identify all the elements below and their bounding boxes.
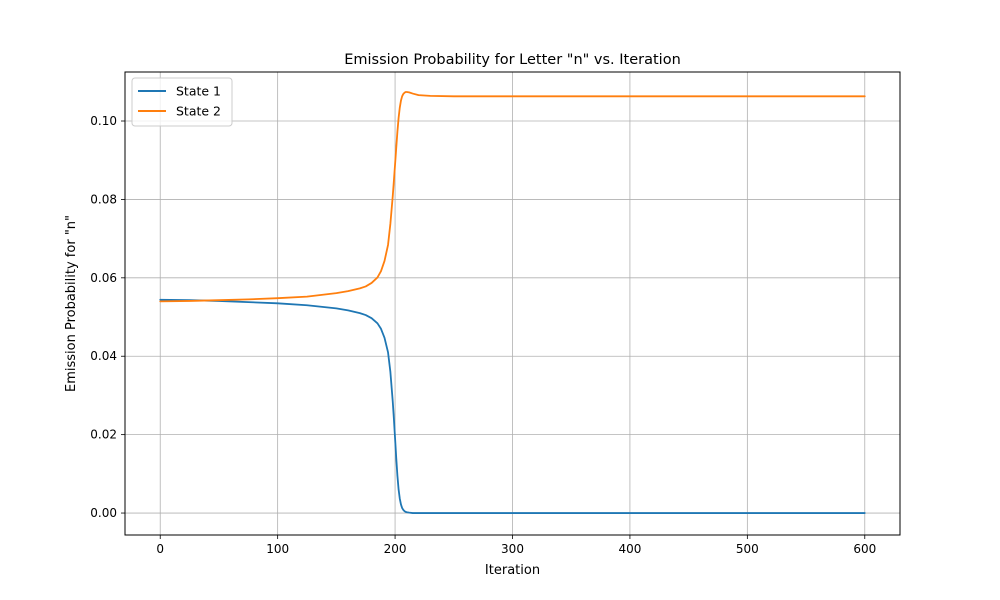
legend-label-state-2: State 2	[176, 104, 221, 119]
x-tick-label: 200	[384, 542, 407, 556]
plot-lines	[159, 91, 866, 514]
y-tick-label: 0.02	[90, 428, 117, 442]
x-tick-label: 300	[501, 542, 524, 556]
y-tick-label: 0.04	[90, 349, 117, 363]
y-axis-label: Emission Probability for "n"	[64, 215, 79, 392]
y-tick-label: 0.06	[90, 271, 117, 285]
x-tick-label: 400	[618, 542, 641, 556]
series-line-state-2	[159, 91, 866, 303]
ticks: 0 100 200 300 400 500 600 0.00 0.02 0.04 0.06 0.08 0…	[90, 114, 876, 556]
y-tick-label: 0.00	[90, 506, 117, 520]
x-tick-label: 0	[156, 542, 164, 556]
x-axis-label: Iteration	[485, 563, 540, 578]
series-line-state-1	[159, 298, 866, 514]
y-tick-label: 0.10	[90, 114, 117, 128]
y-tick-label: 0.08	[90, 192, 117, 206]
x-tick-label: 600	[853, 542, 876, 556]
x-tick-label: 100	[266, 542, 289, 556]
legend-label-state-1: State 1	[176, 84, 221, 99]
legend: State 1 State 2	[131, 77, 233, 127]
x-tick-label: 500	[736, 542, 759, 556]
chart-title: Emission Probability for Letter "n" vs. …	[344, 52, 681, 68]
